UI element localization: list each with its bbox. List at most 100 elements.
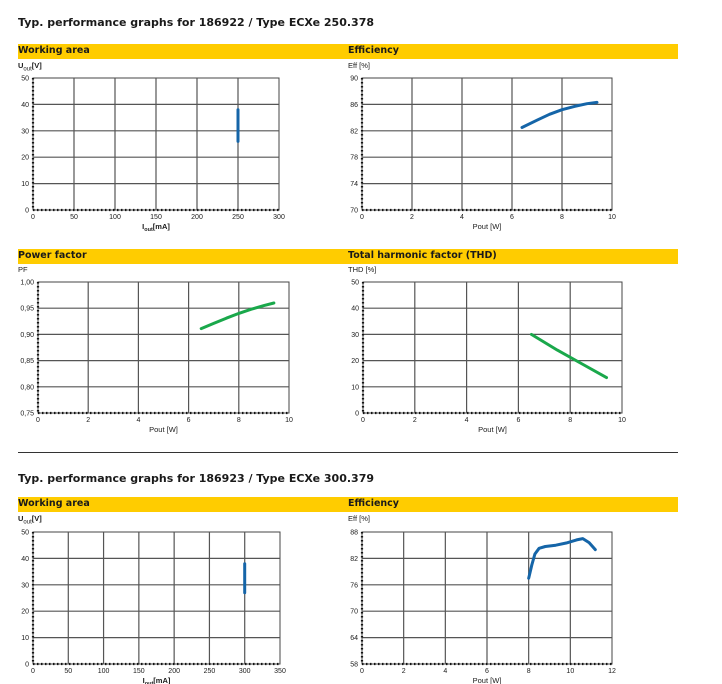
x-axis-label-unit: [mA] [153, 222, 171, 231]
y-axis-label-main: U [18, 514, 24, 523]
y-tick-label: 20 [21, 155, 29, 162]
x-tick-label: 100 [109, 214, 121, 221]
y-axis-label-main: U [18, 61, 24, 70]
x-tick-label: 8 [527, 668, 531, 675]
y-tick-label: 50 [21, 530, 29, 537]
chart-title: Efficiency [348, 45, 400, 56]
y-tick-label: 0,80 [20, 384, 34, 391]
x-tick-label: 8 [560, 214, 564, 221]
x-axis-label-sub: out [145, 681, 154, 684]
chart-title-band: Efficiency [348, 44, 678, 59]
x-tick-label: 10 [566, 668, 574, 675]
y-tick-label: 58 [350, 662, 358, 669]
data-series-line [527, 537, 597, 580]
x-tick-label: 0 [31, 214, 35, 221]
x-tick-label: 4 [460, 214, 464, 221]
x-tick-label: 6 [510, 214, 514, 221]
section-title-2: Typ. performance graphs for 186923 / Typ… [18, 472, 375, 485]
y-axis-label-sub: out [23, 519, 32, 526]
x-tick-label: 200 [191, 214, 203, 221]
y-tick-label: 70 [350, 208, 358, 215]
x-tick-label: 300 [273, 214, 285, 221]
y-axis-label: Uout[V] [18, 514, 42, 526]
x-tick-label: 10 [618, 417, 626, 424]
plot-area [32, 531, 281, 665]
x-tick-label: 4 [465, 417, 469, 424]
x-tick-label: 150 [133, 668, 145, 675]
chart-title-band: Total harmonic factor (THD) [348, 249, 678, 264]
y-axis-label: Eff [%] [348, 514, 370, 523]
x-tick-label: 6 [187, 417, 191, 424]
x-tick-label: 2 [413, 417, 417, 424]
x-tick-label: 12 [608, 668, 616, 675]
y-tick-label: 0 [25, 662, 29, 669]
x-tick-label: 50 [70, 214, 78, 221]
chart-title-band: Working area [18, 497, 348, 512]
y-axis-label-unit: [V] [31, 61, 42, 70]
chart-title-band: Power factor [18, 249, 348, 264]
plot-area [361, 77, 613, 211]
section-title-1: Typ. performance graphs for 186922 / Typ… [18, 16, 375, 29]
y-tick-label: 30 [351, 332, 359, 339]
chart-title: Power factor [18, 250, 87, 261]
y-axis-label: THD [%] [348, 265, 377, 274]
x-axis-label: Iout[mA] [143, 676, 171, 684]
y-tick-label: 64 [350, 635, 358, 642]
y-tick-label: 20 [21, 609, 29, 616]
y-tick-label: 88 [350, 530, 358, 537]
x-tick-label: 100 [98, 668, 110, 675]
y-tick-label: 86 [350, 102, 358, 109]
y-tick-label: 40 [21, 556, 29, 563]
y-tick-label: 90 [350, 76, 358, 83]
x-tick-label: 10 [608, 214, 616, 221]
y-tick-label: 0,95 [20, 306, 34, 313]
chart-title-band: Working area [18, 44, 348, 59]
x-axis-label-main: I [143, 676, 145, 684]
x-axis-label: Iout[mA] [142, 222, 170, 233]
x-tick-label: 2 [86, 417, 90, 424]
y-tick-label: 1,00 [20, 280, 34, 287]
chart-title-band: Efficiency [348, 497, 678, 512]
y-tick-label: 70 [350, 609, 358, 616]
x-axis-label-main: I [142, 222, 144, 231]
y-tick-label: 82 [350, 128, 358, 135]
y-axis-label-unit: [V] [31, 514, 42, 523]
y-axis-label: PF [18, 265, 28, 274]
chart-title: Efficiency [348, 498, 400, 509]
x-tick-label: 2 [402, 668, 406, 675]
x-tick-label: 4 [443, 668, 447, 675]
x-axis-label-sub: out [144, 227, 153, 233]
y-tick-label: 0 [25, 208, 29, 215]
x-tick-label: 200 [168, 668, 180, 675]
y-axis-label: Uout[V] [18, 61, 42, 73]
x-axis-label: Pout [W] [473, 676, 502, 684]
y-tick-label: 82 [350, 556, 358, 563]
plot-area [362, 281, 623, 414]
x-tick-label: 250 [232, 214, 244, 221]
x-axis-label: Pout [W] [473, 222, 502, 231]
data-series-line [520, 100, 599, 129]
x-tick-label: 300 [239, 668, 251, 675]
y-tick-label: 40 [351, 306, 359, 313]
x-tick-label: 0 [361, 417, 365, 424]
y-tick-label: 0 [355, 411, 359, 418]
x-tick-label: 0 [360, 214, 364, 221]
x-tick-label: 350 [274, 668, 286, 675]
chart-title: Working area [18, 45, 90, 56]
x-tick-label: 8 [568, 417, 572, 424]
y-tick-label: 50 [21, 76, 29, 83]
x-tick-label: 2 [410, 214, 414, 221]
x-tick-label: 150 [150, 214, 162, 221]
y-tick-label: 78 [350, 155, 358, 162]
x-tick-label: 6 [516, 417, 520, 424]
chart-title: Total harmonic factor (THD) [348, 250, 497, 261]
y-tick-label: 50 [351, 280, 359, 287]
y-tick-label: 40 [21, 102, 29, 109]
x-tick-label: 8 [237, 417, 241, 424]
plot-area [37, 281, 290, 414]
x-axis-label: Pout [W] [149, 425, 178, 434]
data-series-line [529, 332, 608, 380]
data-series-line [199, 301, 276, 331]
x-tick-label: 0 [36, 417, 40, 424]
y-axis-label-sub: out [23, 66, 32, 73]
